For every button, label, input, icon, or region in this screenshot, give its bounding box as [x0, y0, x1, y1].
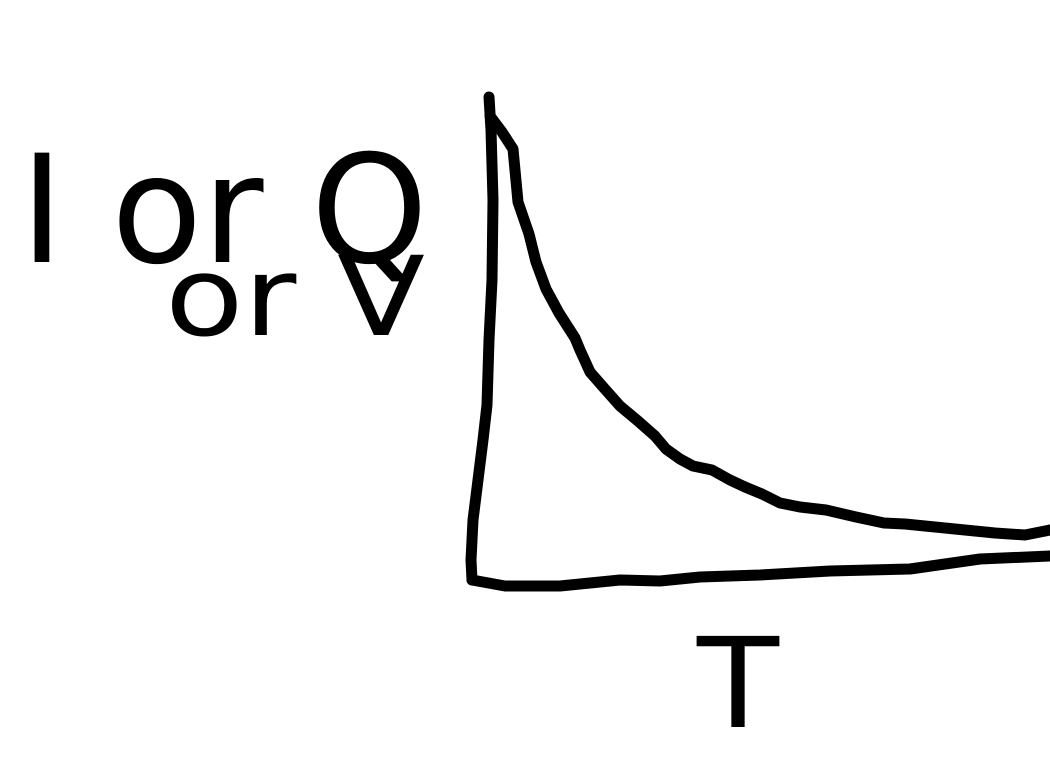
x-axis-label: T [696, 612, 780, 757]
y-axis [465, 91, 499, 586]
y-axis-label-line2: or V [165, 233, 425, 361]
y-axis-label-line1: I or Q [20, 124, 428, 298]
x-axis [466, 550, 1050, 592]
decay-curve [484, 110, 1050, 541]
